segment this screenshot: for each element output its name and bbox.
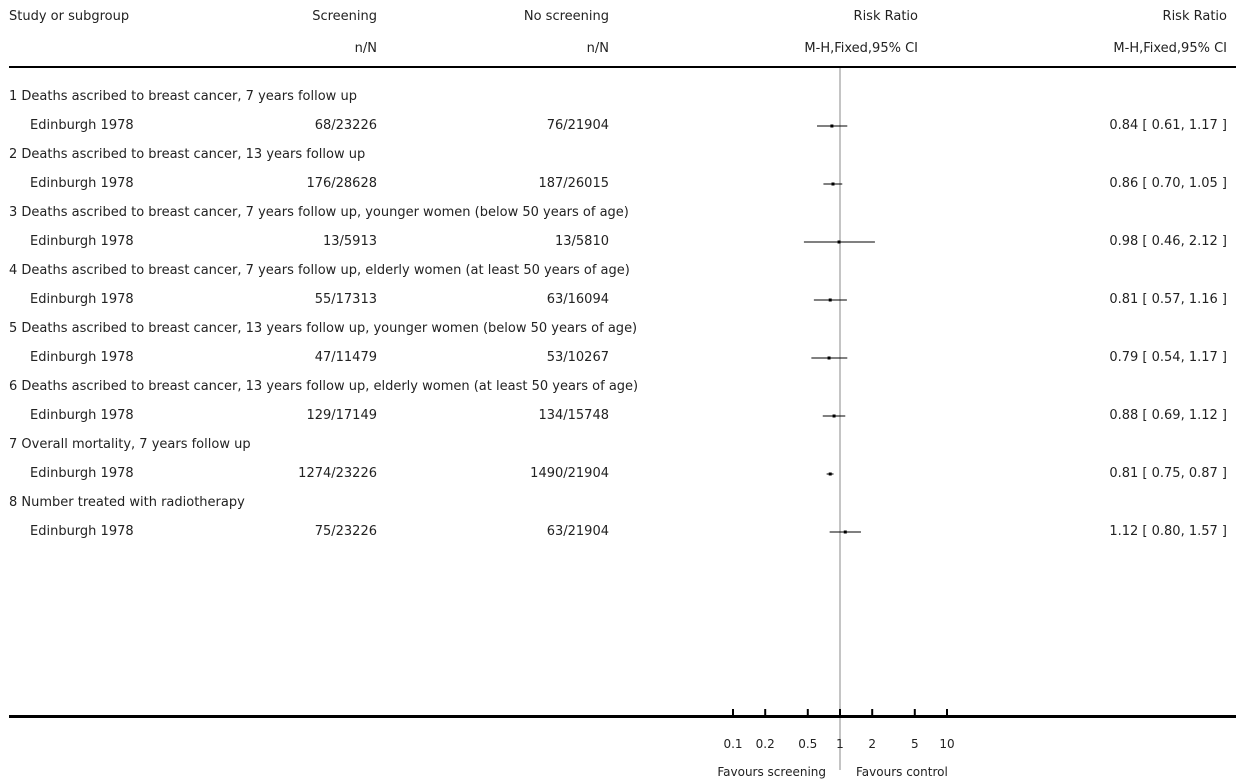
- point-estimate: [830, 124, 834, 128]
- screening-count: 176/28628: [306, 176, 377, 191]
- risk-ratio-ci: 0.79 [ 0.54, 1.17 ]: [1109, 350, 1227, 365]
- favours-right-label: Favours control: [856, 765, 948, 779]
- study-name: Edinburgh 1978: [30, 524, 134, 539]
- header-screening: Screening: [312, 9, 377, 24]
- point-estimate: [831, 182, 835, 186]
- risk-ratio-ci: 0.86 [ 0.70, 1.05 ]: [1109, 176, 1227, 191]
- screening-count: 68/23226: [314, 118, 377, 133]
- screening-count: 13/5913: [322, 234, 377, 249]
- screening-count: 47/11479: [314, 350, 377, 365]
- study-name: Edinburgh 1978: [30, 466, 134, 481]
- study-name: Edinburgh 1978: [30, 176, 134, 191]
- no-screening-count: 63/16094: [546, 292, 609, 307]
- point-estimate: [828, 298, 832, 302]
- subgroup-title: 8 Number treated with radiotherapy: [9, 495, 245, 510]
- subgroup-title: 3 Deaths ascribed to breast cancer, 7 ye…: [9, 205, 629, 220]
- point-estimate: [843, 530, 847, 534]
- study-name: Edinburgh 1978: [30, 118, 134, 133]
- screening-count: 75/23226: [314, 524, 377, 539]
- subheader-screening: n/N: [354, 41, 377, 56]
- no-screening-count: 76/21904: [546, 118, 609, 133]
- subgroup-title: 6 Deaths ascribed to breast cancer, 13 y…: [9, 379, 639, 394]
- axis-baseline: [9, 715, 1236, 718]
- risk-ratio-ci: 0.81 [ 0.57, 1.16 ]: [1109, 292, 1227, 307]
- no-screening-count: 13/5810: [554, 234, 609, 249]
- screening-count: 1274/23226: [298, 466, 377, 481]
- no-screening-count: 1490/21904: [530, 466, 609, 481]
- risk-ratio-ci: 0.84 [ 0.61, 1.17 ]: [1109, 118, 1227, 133]
- favours-left-label: Favours screening: [717, 765, 826, 779]
- subgroup-title: 4 Deaths ascribed to breast cancer, 7 ye…: [9, 263, 630, 278]
- header-no-screening: No screening: [523, 9, 609, 24]
- subgroup-title: 1 Deaths ascribed to breast cancer, 7 ye…: [9, 89, 357, 104]
- study-name: Edinburgh 1978: [30, 408, 134, 423]
- subheader-rr-text: M-H,Fixed,95% CI: [1113, 41, 1227, 56]
- subgroup-title: 2 Deaths ascribed to breast cancer, 13 y…: [9, 147, 366, 162]
- point-estimate: [828, 472, 832, 476]
- screening-count: 129/17149: [306, 408, 377, 423]
- header-rr-text: Risk Ratio: [1162, 9, 1227, 24]
- point-estimate: [837, 240, 841, 244]
- no-screening-count: 187/26015: [538, 176, 609, 191]
- risk-ratio-ci: 0.98 [ 0.46, 2.12 ]: [1109, 234, 1227, 249]
- study-name: Edinburgh 1978: [30, 292, 134, 307]
- subgroup-title: 7 Overall mortality, 7 years follow up: [9, 437, 251, 452]
- risk-ratio-ci: 1.12 [ 0.80, 1.57 ]: [1109, 524, 1227, 539]
- axis-tick-label: 1: [836, 737, 844, 751]
- point-estimate: [827, 356, 831, 360]
- study-name: Edinburgh 1978: [30, 350, 134, 365]
- header-rr-plot: Risk Ratio: [853, 9, 918, 24]
- point-estimate: [832, 414, 836, 418]
- subheader-rr-plot: M-H,Fixed,95% CI: [804, 41, 918, 56]
- axis-tick-label: 0.2: [756, 737, 775, 751]
- study-name: Edinburgh 1978: [30, 234, 134, 249]
- no-screening-count: 53/10267: [546, 350, 609, 365]
- risk-ratio-ci: 0.88 [ 0.69, 1.12 ]: [1109, 408, 1227, 423]
- subheader-no-screening: n/N: [586, 41, 609, 56]
- no-screening-count: 134/15748: [538, 408, 609, 423]
- axis-tick-label: 0.5: [798, 737, 817, 751]
- header-study: Study or subgroup: [9, 9, 130, 24]
- axis-tick-label: 0.1: [723, 737, 742, 751]
- no-screening-count: 63/21904: [546, 524, 609, 539]
- axis-tick-label: 2: [868, 737, 876, 751]
- risk-ratio-ci: 0.81 [ 0.75, 0.87 ]: [1109, 466, 1227, 481]
- axis-tick-label: 10: [939, 737, 954, 751]
- subgroup-title: 5 Deaths ascribed to breast cancer, 13 y…: [9, 321, 638, 336]
- header-divider: [9, 66, 1236, 68]
- screening-count: 55/17313: [314, 292, 377, 307]
- axis-tick-label: 5: [911, 737, 919, 751]
